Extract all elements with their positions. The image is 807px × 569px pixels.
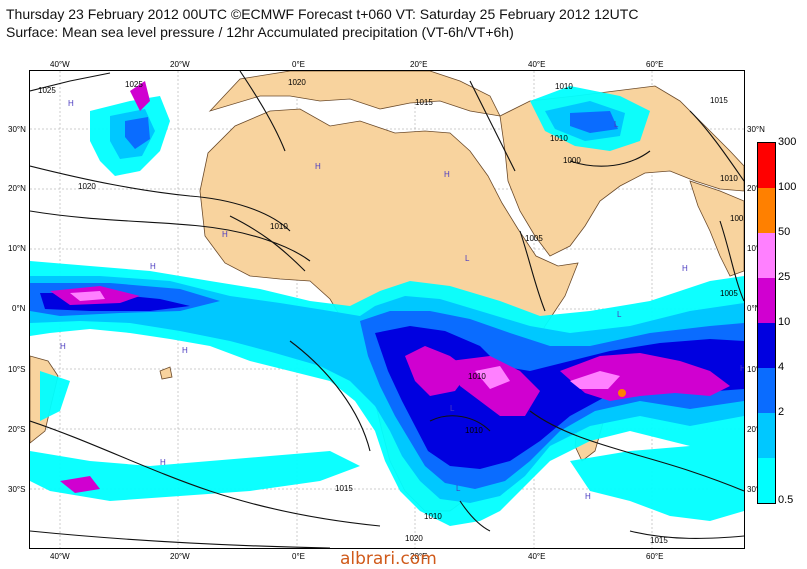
pressure-marker: H: [182, 346, 188, 355]
legend-swatch-10: [758, 323, 775, 368]
lat-label-right: 30°S: [747, 485, 765, 494]
isobar-labels: 1025 1025 1020 1020 1015 1010 1010 1015 …: [38, 78, 744, 545]
pressure-marker: H: [444, 170, 450, 179]
isobar-label: 1020: [78, 182, 96, 191]
lat-label-left: 30°S: [8, 485, 26, 494]
lon-label-top: 40°E: [528, 60, 546, 69]
lat-label-right: 10°N: [747, 244, 765, 253]
lat-label-right: 30°N: [747, 125, 765, 134]
pressure-marker: H: [160, 458, 166, 467]
legend-swatch-4: [758, 368, 775, 413]
isobar-label: 1010: [270, 222, 288, 231]
legend-label: 25: [778, 271, 791, 283]
lon-label-top: 20°W: [170, 60, 190, 69]
forecast-subtitle: Surface: Mean sea level pressure / 12hr …: [6, 24, 514, 40]
lat-label-left: 0°N: [12, 304, 26, 313]
isobar-label: 1020: [405, 534, 423, 543]
legend-label: 0.5: [778, 494, 794, 506]
lon-label-top: 20°E: [410, 60, 428, 69]
lon-label-bottom: 60°E: [646, 552, 664, 561]
lon-label-bottom: 20°E: [410, 552, 428, 561]
precip-legend: [757, 142, 776, 504]
precip-50mm: [70, 291, 620, 389]
isobar-label: 1005: [525, 234, 543, 243]
isobar-label: 1015: [650, 536, 668, 545]
pressure-marker: H: [585, 492, 591, 501]
isobar-label: 1010: [465, 426, 483, 435]
isobars: [30, 71, 744, 548]
forecast-title: Thursday 23 February 2012 00UTC ©ECMWF F…: [6, 6, 639, 22]
legend-label: 300: [778, 136, 797, 148]
lat-label-right: 20°S: [747, 425, 765, 434]
lon-label-bottom: 20°W: [170, 552, 190, 561]
pressure-marker: H: [222, 230, 228, 239]
forecast-map: 1025 1025 1020 1020 1015 1010 1010 1015 …: [29, 70, 745, 549]
isobar-label: 1015: [335, 484, 353, 493]
watermark: albrari.com: [340, 549, 437, 569]
map-canvas: 1025 1025 1020 1020 1015 1010 1010 1015 …: [30, 71, 744, 548]
isobar-label: 1005: [720, 289, 738, 298]
legend-swatch-25: [758, 278, 775, 323]
pressure-marker: L: [614, 120, 619, 129]
pressure-marker: H: [315, 162, 321, 171]
isobar-label: 1025: [38, 86, 56, 95]
legend-swatch-2: [758, 413, 775, 458]
isobar-label: 1010: [720, 174, 738, 183]
legend-swatch-0-5: [758, 458, 775, 503]
lon-label-bottom: 40°W: [50, 552, 70, 561]
pressure-marker: L: [617, 310, 622, 319]
lon-label-top: 60°E: [646, 60, 664, 69]
isobar-label: 1015: [710, 96, 728, 105]
lon-label-bottom: 40°E: [528, 552, 546, 561]
pressure-marker: H: [682, 264, 688, 273]
lon-label-top: 40°W: [50, 60, 70, 69]
isobar-label: 1025: [125, 80, 143, 89]
lon-label-top: 0°E: [292, 60, 305, 69]
isobar-label: 1020: [288, 78, 306, 87]
lat-label-left: 20°S: [8, 425, 26, 434]
legend-label: 100: [778, 181, 797, 193]
isobar-label: 1010: [424, 512, 442, 521]
legend-label: 10: [778, 316, 791, 328]
legend-label: 2: [778, 406, 785, 418]
lat-label-left: 10°N: [8, 244, 26, 253]
lat-label-right: 10°S: [747, 365, 765, 374]
pressure-marker: H: [150, 262, 156, 271]
pressure-marker: H: [60, 342, 66, 351]
lat-label-left: 30°N: [8, 125, 26, 134]
pressure-markers: H H H H H L L H H L H H L L H H: [60, 99, 744, 501]
lat-label-left: 20°N: [8, 184, 26, 193]
isobar-label: 1010: [555, 82, 573, 91]
isobar-label: 1010: [468, 372, 486, 381]
legend-swatch-100: [758, 188, 775, 233]
legend-label: 50: [778, 226, 791, 238]
precip-100mm: [618, 389, 626, 397]
isobar-label: 1000: [563, 156, 581, 165]
lat-label-left: 10°S: [8, 365, 26, 374]
isobar-label: 1005: [730, 214, 744, 223]
india-landmass: [689, 180, 744, 277]
isobar-label: 1010: [550, 134, 568, 143]
legend-swatch-300: [758, 143, 775, 188]
pressure-marker: H: [740, 364, 744, 373]
lat-label-right: 0°N: [747, 304, 761, 313]
pressure-marker: L: [450, 404, 455, 413]
legend-swatch-50: [758, 233, 775, 278]
legend-label: 4: [778, 361, 785, 373]
pressure-marker: L: [456, 484, 461, 493]
pressure-marker: H: [68, 99, 74, 108]
europe-landmass: [208, 71, 501, 117]
pressure-marker: L: [465, 254, 470, 263]
isobar-label: 1015: [415, 98, 433, 107]
lon-label-bottom: 0°E: [292, 552, 305, 561]
lat-label-right: 20°N: [747, 184, 765, 193]
